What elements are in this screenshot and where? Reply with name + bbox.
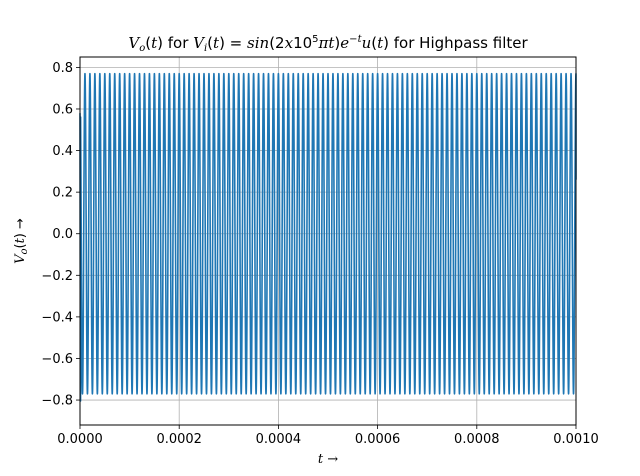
y-tick-label: −0.6 <box>41 352 73 367</box>
y-tick-label: 0.0 <box>52 227 73 242</box>
x-tick-label: 0.0008 <box>454 432 500 447</box>
x-tick-label: 0.0010 <box>553 432 599 447</box>
signal-layer <box>79 72 577 402</box>
x-tick-label: 0.0004 <box>256 432 302 447</box>
y-tick-label: 0.4 <box>52 144 73 159</box>
chart-title: Vo(t) for Vi(t) = sin(2x105πt)e−tu(t) fo… <box>128 34 528 54</box>
x-axis-label: t → <box>318 452 338 467</box>
x-tick-label: 0.0006 <box>355 432 401 447</box>
y-tick-label: 0.2 <box>52 186 73 201</box>
y-tick-label: 0.8 <box>52 61 73 76</box>
y-tick-label: −0.4 <box>41 310 73 325</box>
plot-frame <box>79 56 577 426</box>
y-tick-label: 0.6 <box>52 102 73 117</box>
x-tick-label: 0.0002 <box>156 432 202 447</box>
y-tick-label: −0.2 <box>41 269 73 284</box>
x-tick-label: 0.0000 <box>57 432 103 447</box>
y-axis: −0.8 −0.6 −0.4 −0.2 0.0 0.2 0.4 0.6 0.8 <box>41 61 80 409</box>
x-axis: 0.0000 0.0002 0.0004 0.0006 0.0008 0.0010 <box>57 425 599 447</box>
signal-line <box>79 72 577 402</box>
y-axis-label: Vo(t) → <box>13 218 30 264</box>
y-tick-label: −0.8 <box>41 394 73 409</box>
